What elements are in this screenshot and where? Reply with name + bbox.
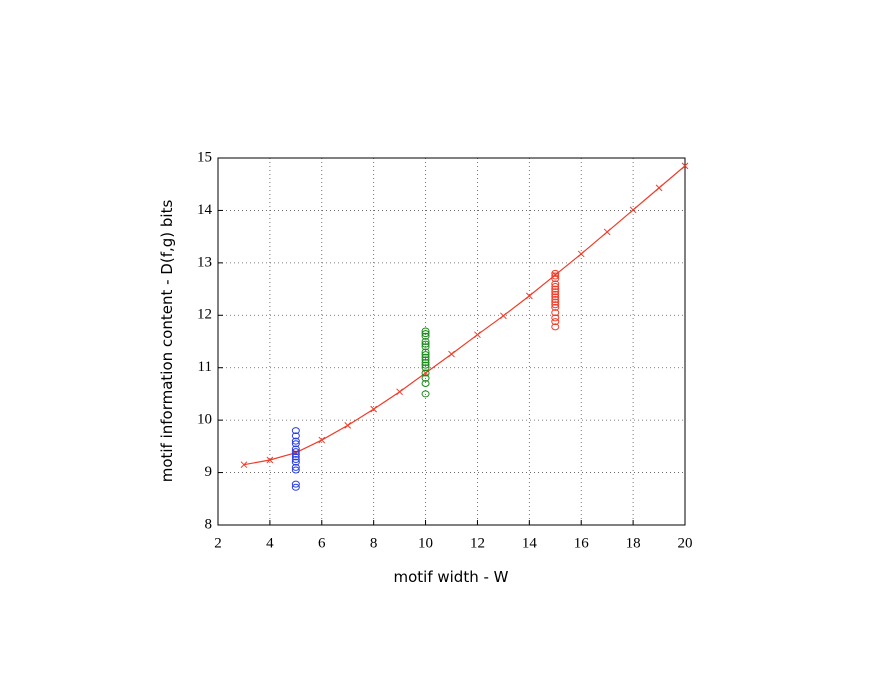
line <box>243 165 686 466</box>
x-tick-label: 18 <box>626 535 641 551</box>
line-marker <box>266 456 274 464</box>
line-marker <box>629 206 637 214</box>
scatter-point <box>421 356 430 364</box>
scatter-point <box>421 353 430 361</box>
x-tick-label: 4 <box>266 535 274 551</box>
scatter-point <box>291 458 300 466</box>
x-tick-label: 8 <box>370 535 378 551</box>
plot-frame <box>217 157 686 526</box>
y-tick-label: 10 <box>197 412 212 428</box>
scatter-point <box>421 374 430 382</box>
scatter-point <box>291 483 300 491</box>
line-marker <box>681 162 689 170</box>
scatter-point <box>421 364 430 372</box>
scatter-point <box>551 269 560 277</box>
scatter-point <box>421 369 430 377</box>
scatter-point <box>551 298 560 306</box>
scatter-point <box>421 340 430 348</box>
scatter-point <box>551 293 560 301</box>
y-tick-label: 13 <box>197 254 212 270</box>
y-tick-label: 12 <box>197 307 212 323</box>
scatter-point <box>551 285 560 293</box>
scatter-point <box>291 445 300 453</box>
scatter-point <box>421 327 430 335</box>
scatter-point <box>421 390 430 398</box>
x-tick-label: 16 <box>574 535 590 551</box>
scatter-point <box>291 437 300 445</box>
line-marker <box>344 422 352 429</box>
scatter-point <box>551 318 560 326</box>
line-marker <box>655 184 663 192</box>
line-marker <box>577 250 585 258</box>
scatter-point <box>551 314 560 322</box>
y-tick-label: 11 <box>198 359 212 375</box>
line-marker <box>422 369 429 377</box>
line-marker <box>448 350 455 358</box>
scatter-point <box>551 290 560 298</box>
line-marker <box>370 405 378 413</box>
scatter-point <box>551 282 560 290</box>
scatter-point <box>291 463 300 471</box>
scatter-point <box>551 275 560 283</box>
scatter-point <box>291 455 300 463</box>
y-axis-label: motif information content - D(f,g) bits <box>158 200 176 483</box>
y-tick-label: 9 <box>205 464 213 480</box>
scatter-point <box>551 323 560 331</box>
scatter-point <box>291 453 300 461</box>
scatter-point <box>421 343 430 351</box>
x-tick-label: 12 <box>470 535 485 551</box>
scatter-point <box>421 361 430 369</box>
x-tick-label: 2 <box>214 535 222 551</box>
scatter-point <box>421 351 430 359</box>
scatter-point <box>551 288 560 296</box>
line-marker <box>474 331 481 339</box>
y-tick-label: 14 <box>197 202 213 218</box>
line-marker <box>396 388 403 396</box>
scatter-point <box>421 358 430 366</box>
x-tick-label: 6 <box>318 535 326 551</box>
scatter-point <box>421 379 430 387</box>
scatter-point <box>551 296 560 304</box>
scatter-point <box>291 466 300 474</box>
scatter-point <box>291 427 300 435</box>
y-tick-label: 8 <box>205 516 213 532</box>
scatter-point <box>421 330 430 338</box>
line-marker <box>240 461 248 469</box>
line-marker <box>318 436 326 444</box>
scatter-point <box>291 440 300 448</box>
scatter-point <box>291 448 300 456</box>
x-tick-label: 10 <box>418 535 433 551</box>
scatter-point <box>291 450 300 458</box>
scatter-point <box>291 432 300 440</box>
x-tick-label: 14 <box>522 535 538 551</box>
scatter-point <box>551 301 560 309</box>
scatter-point <box>551 272 560 280</box>
scatter-point <box>421 338 430 345</box>
x-tick-label: 20 <box>678 535 693 551</box>
y-tick-label: 15 <box>197 149 212 165</box>
scatter-point <box>421 332 430 340</box>
line-marker <box>603 228 611 236</box>
line-marker <box>500 312 507 320</box>
scatter-point <box>551 280 560 288</box>
scatter-point <box>291 480 300 488</box>
scatter-point <box>421 348 430 356</box>
scatter-point <box>551 309 560 317</box>
x-axis-label: motif width - W <box>393 568 508 586</box>
line-marker <box>525 292 533 300</box>
scatter-point <box>551 303 560 311</box>
